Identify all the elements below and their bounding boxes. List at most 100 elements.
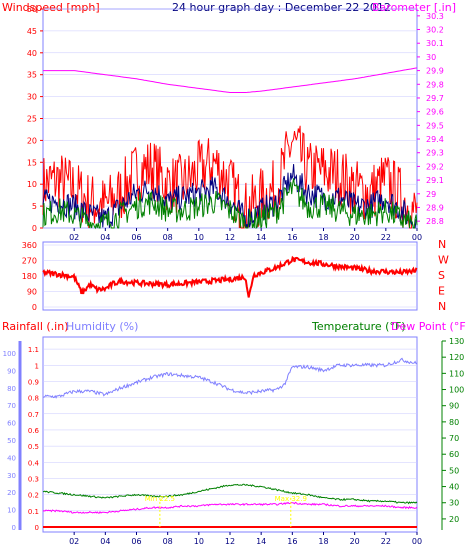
barometer-tick-label: 30.2 (426, 26, 444, 35)
humidity-tick-label: 30 (7, 472, 16, 480)
x-tick-label: 14 (256, 233, 266, 242)
humidity-tick-label: 70 (7, 402, 16, 410)
barometer-tick-label: 29.9 (426, 67, 444, 76)
temperature-tick-label: 80 (449, 418, 459, 427)
x-tick-label: 04 (100, 537, 110, 546)
chart-title: 24 hour graph day : December 22 2012 (172, 1, 391, 14)
temperature-tick-label: 110 (449, 369, 464, 378)
rainfall-tick-label: 0.1 (28, 508, 39, 516)
direction-tick-label: 270 (22, 257, 37, 266)
dewpoint-axis-label: Dew Point (°F) (391, 320, 466, 333)
windspeed-tick-label: 15 (27, 158, 37, 167)
barometer-tick-label: 28.8 (426, 217, 444, 226)
rainfall-tick-label: 0 (35, 524, 39, 532)
temperature-tick-label: 130 (449, 337, 464, 346)
temperature-line (42, 483, 418, 505)
x-tick-label: 00 (412, 537, 422, 546)
barometer-tick-label: 29.4 (426, 135, 444, 144)
barometer-line (43, 67, 418, 93)
rainfall-tick-label: 0.3 (28, 475, 39, 483)
direction-tick-label: 360 (22, 241, 37, 250)
x-tick-label: 16 (287, 233, 297, 242)
x-tick-label: 06 (131, 233, 141, 242)
rainfall-tick-label: 0.8 (28, 395, 39, 403)
x-tick-label: 02 (69, 233, 79, 242)
temperature-tick-label: 20 (449, 515, 459, 524)
rainfall-tick-label: 0.2 (28, 492, 39, 500)
dewpoint-line (42, 501, 418, 514)
compass-label: N (438, 238, 446, 251)
compass-label: S (438, 269, 445, 282)
humidity-tick-label: 60 (7, 420, 16, 428)
x-tick-label: 08 (163, 233, 173, 242)
temperature-axis-label: Temperature (°F) (311, 320, 406, 333)
barometer-tick-label: 29.7 (426, 94, 444, 103)
x-tick-label: 12 (225, 537, 235, 546)
x-tick-label: 22 (381, 537, 391, 546)
barometer-tick-label: 29.1 (426, 176, 444, 185)
rainfall-tick-label: 1 (35, 362, 39, 370)
barometer-tick-label: 29.8 (426, 80, 444, 89)
windspeed-tick-label: 25 (27, 115, 37, 124)
windspeed-tick-label: 0 (32, 224, 37, 233)
temperature-tick-label: 30 (449, 499, 459, 508)
compass-label: E (438, 285, 445, 298)
x-tick-label: 10 (194, 233, 204, 242)
humidity-tick-label: 10 (7, 507, 16, 515)
wind-direction-line (42, 255, 418, 298)
rainfall-tick-label: 1.1 (28, 346, 39, 354)
windspeed-tick-label: 5 (32, 202, 37, 211)
compass-label: N (438, 300, 446, 313)
windspeed-tick-label: 40 (27, 49, 37, 58)
x-tick-label: 02 (69, 537, 79, 546)
barometer-tick-label: 30 (426, 53, 436, 62)
temperature-tick-label: 70 (449, 434, 459, 443)
windspeed-axis-label: Windspeed [mph] (2, 1, 100, 14)
wind-speed-line (42, 178, 418, 230)
barometer-tick-label: 29.2 (426, 162, 444, 171)
temperature-tick-label: 100 (449, 386, 464, 395)
barometer-tick-label: 29.3 (426, 149, 444, 158)
x-tick-label: 12 (225, 233, 235, 242)
barometer-tick-label: 30.3 (426, 12, 444, 21)
x-tick-label: 16 (287, 537, 297, 546)
humidity-tick-label: 50 (7, 437, 16, 445)
windspeed-tick-label: 50 (27, 5, 37, 14)
humidity-tick-label: 100 (3, 350, 16, 358)
windspeed-tick-label: 20 (27, 136, 37, 145)
x-tick-label: 18 (318, 233, 328, 242)
barometer-tick-label: 28.9 (426, 203, 444, 212)
humidity-tick-label: 20 (7, 489, 16, 497)
barometer-tick-label: 29 (426, 190, 436, 199)
direction-tick-label: 0 (32, 303, 37, 312)
humidity-axis-label: Humidity (%) (66, 320, 138, 333)
windspeed-tick-label: 10 (27, 180, 37, 189)
humidity-tick-label: 80 (7, 385, 16, 393)
rainfall-tick-label: 0.7 (28, 411, 39, 419)
direction-tick-label: 90 (27, 288, 37, 297)
humidity-tick-label: 40 (7, 454, 16, 462)
temperature-tick-label: 60 (449, 450, 459, 459)
annotation-label: Min 22.5 (145, 495, 175, 503)
rainfall-tick-label: 0.6 (28, 427, 40, 435)
x-tick-label: 14 (256, 537, 266, 546)
barometer-tick-label: 29.5 (426, 121, 444, 130)
x-tick-label: 20 (350, 233, 360, 242)
x-tick-label: 06 (131, 537, 141, 546)
direction-tick-label: 180 (22, 272, 37, 281)
windspeed-tick-label: 35 (27, 71, 37, 80)
humidity-tick-label: 0 (12, 524, 16, 532)
barometer-tick-label: 29.6 (426, 108, 444, 117)
temperature-tick-label: 40 (449, 483, 459, 492)
annotation-label: Max 32.9 (275, 495, 307, 503)
rainfall-tick-label: 0.5 (28, 443, 39, 451)
humidity-tick-label: 90 (7, 367, 16, 375)
x-tick-label: 08 (163, 537, 173, 546)
rainfall-axis-label: Rainfall (.in) (2, 320, 69, 333)
temperature-tick-label: 120 (449, 353, 464, 362)
rainfall-tick-label: 0.4 (28, 459, 40, 467)
x-tick-label: 22 (381, 233, 391, 242)
windspeed-tick-label: 30 (27, 93, 37, 102)
